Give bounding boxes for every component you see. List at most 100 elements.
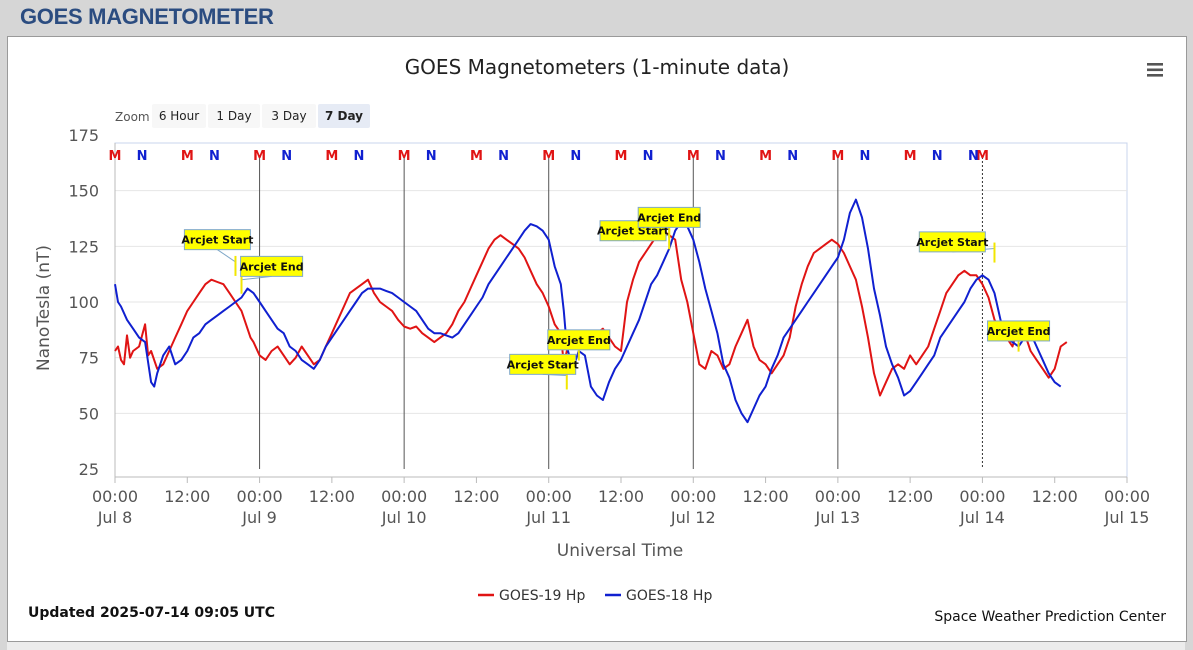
svg-text:1 Day: 1 Day bbox=[216, 109, 251, 123]
n-marker: N bbox=[932, 149, 943, 164]
x-tick-time: 12:00 bbox=[598, 487, 644, 506]
page-title: GOES MAGNETOMETER bbox=[20, 4, 274, 29]
y-tick-label: 50 bbox=[79, 404, 99, 423]
x-axis: 00:00 Jul 8 12:00 00:00 Jul 9 12:00 00:00 Jul 1… bbox=[92, 476, 1150, 527]
y-tick-label: 125 bbox=[68, 237, 99, 256]
svg-text:Arcjet Start: Arcjet Start bbox=[507, 358, 579, 371]
x-tick-time: 12:00 bbox=[887, 487, 933, 506]
mn-markers: M M M M M M MMM MM M MN N N N N N N N N N N N N bbox=[109, 149, 989, 164]
svg-text:6 Hour: 6 Hour bbox=[159, 109, 199, 123]
y-axis-label: NanoTesla (nT) bbox=[34, 245, 54, 371]
m-marker: M bbox=[542, 149, 555, 164]
x-tick-time: 12:00 bbox=[164, 487, 210, 506]
legend-item-goes-19[interactable]: GOES-19 Hp bbox=[478, 588, 585, 604]
legend: GOES-19 Hp GOES-18 Hp bbox=[478, 588, 712, 604]
y-tick-label: 25 bbox=[79, 460, 99, 479]
m-marker: M bbox=[398, 149, 411, 164]
x-axis-label: Universal Time bbox=[557, 541, 683, 561]
x-tick-time: 00:00 bbox=[1104, 487, 1150, 506]
m-marker: M bbox=[325, 149, 338, 164]
n-marker: N bbox=[354, 149, 365, 164]
x-tick-time: 00:00 bbox=[237, 487, 283, 506]
svg-text:3 Day: 3 Day bbox=[271, 109, 306, 123]
svg-text:Arcjet End: Arcjet End bbox=[987, 325, 1051, 338]
x-tick-time: 00:00 bbox=[959, 487, 1005, 506]
m-marker: M bbox=[831, 149, 844, 164]
m-marker: M bbox=[904, 149, 917, 164]
m-marker: M bbox=[181, 149, 194, 164]
n-marker: N bbox=[643, 149, 654, 164]
n-marker: N bbox=[968, 149, 979, 164]
x-tick-time: 00:00 bbox=[92, 487, 138, 506]
y-tick-label: 75 bbox=[79, 349, 99, 368]
bottom-strip bbox=[7, 641, 1185, 650]
x-tick-time: 00:00 bbox=[526, 487, 572, 506]
zoom-button-6-hour[interactable]: 6 Hour bbox=[152, 104, 206, 128]
svg-text:GOES-18 Hp: GOES-18 Hp bbox=[626, 588, 712, 604]
x-tick-time: 00:00 bbox=[670, 487, 716, 506]
annotation-arcjet-start: Arcjet Start bbox=[507, 353, 579, 390]
zoom-controls: Zoom 6 Hour 1 Day 3 Day 7 Day bbox=[115, 104, 370, 128]
svg-text:Arcjet Start: Arcjet Start bbox=[597, 225, 669, 238]
legend-item-goes-18[interactable]: GOES-18 Hp bbox=[605, 588, 712, 604]
x-tick-time: 00:00 bbox=[381, 487, 427, 506]
plot-area bbox=[114, 142, 1128, 478]
n-marker: N bbox=[715, 149, 726, 164]
m-marker: M bbox=[759, 149, 772, 164]
annotation-arcjet-end: Arcjet End bbox=[240, 255, 304, 294]
n-marker: N bbox=[570, 149, 581, 164]
n-marker: N bbox=[498, 149, 509, 164]
m-marker: M bbox=[687, 149, 700, 164]
m-marker: M bbox=[615, 149, 628, 164]
m-marker: M bbox=[253, 149, 266, 164]
svg-text:Arcjet End: Arcjet End bbox=[240, 260, 304, 273]
annotation-arcjet-start: Arcjet Start bbox=[181, 229, 253, 276]
n-marker: N bbox=[860, 149, 871, 164]
n-marker: N bbox=[137, 149, 148, 164]
y-tick-label: 100 bbox=[68, 293, 99, 312]
svg-text:Arcjet Start: Arcjet Start bbox=[181, 234, 253, 247]
svg-text:Arcjet End: Arcjet End bbox=[547, 334, 611, 347]
chart-title: GOES Magnetometers (1-minute data) bbox=[405, 55, 790, 79]
n-marker: N bbox=[281, 149, 292, 164]
page-header: GOES MAGNETOMETER bbox=[0, 0, 1193, 36]
y-axis: 25 50 75 100 125 150 175 bbox=[68, 126, 116, 479]
svg-text:Arcjet Start: Arcjet Start bbox=[916, 236, 988, 249]
day-lines bbox=[259, 157, 983, 469]
m-marker: M bbox=[976, 149, 989, 164]
y-tick-label: 175 bbox=[68, 126, 99, 145]
credit-text: Space Weather Prediction Center bbox=[934, 609, 1166, 625]
x-tick-date: Jul 13 bbox=[814, 508, 860, 527]
annotation-arcjet-start: Arcjet Start bbox=[916, 231, 996, 263]
x-tick-time: 00:00 bbox=[815, 487, 861, 506]
x-tick-date: Jul 14 bbox=[959, 508, 1005, 527]
annotation-arcjet-end: Arcjet End bbox=[547, 329, 611, 361]
zoom-button-1-day[interactable]: 1 Day bbox=[208, 104, 260, 128]
x-tick-time: 12:00 bbox=[1032, 487, 1078, 506]
zoom-button-7-day[interactable]: 7 Day bbox=[318, 104, 370, 128]
x-tick-date: Jul 9 bbox=[241, 508, 277, 527]
x-tick-date: Jul 10 bbox=[381, 508, 427, 527]
n-marker: N bbox=[209, 149, 220, 164]
x-tick-date: Jul 15 bbox=[1104, 508, 1150, 527]
svg-text:Arcjet End: Arcjet End bbox=[637, 211, 701, 224]
n-marker: N bbox=[787, 149, 798, 164]
zoom-label: Zoom bbox=[115, 110, 150, 124]
m-marker: M bbox=[470, 149, 483, 164]
menu-icon[interactable] bbox=[1143, 60, 1167, 80]
n-marker: N bbox=[426, 149, 437, 164]
annotation-arcjet-end: Arcjet End bbox=[637, 206, 701, 239]
x-tick-date: Jul 11 bbox=[525, 508, 571, 527]
x-tick-time: 12:00 bbox=[309, 487, 355, 506]
svg-text:GOES-19 Hp: GOES-19 Hp bbox=[499, 588, 585, 604]
y-tick-label: 150 bbox=[68, 182, 99, 201]
zoom-button-3-day[interactable]: 3 Day bbox=[262, 104, 316, 128]
x-tick-date: Jul 12 bbox=[670, 508, 716, 527]
x-tick-date: Jul 8 bbox=[97, 508, 133, 527]
x-tick-time: 12:00 bbox=[453, 487, 499, 506]
updated-timestamp: Updated 2025-07-14 09:05 UTC bbox=[28, 605, 275, 621]
svg-text:7 Day: 7 Day bbox=[325, 109, 363, 123]
x-tick-time: 12:00 bbox=[743, 487, 789, 506]
